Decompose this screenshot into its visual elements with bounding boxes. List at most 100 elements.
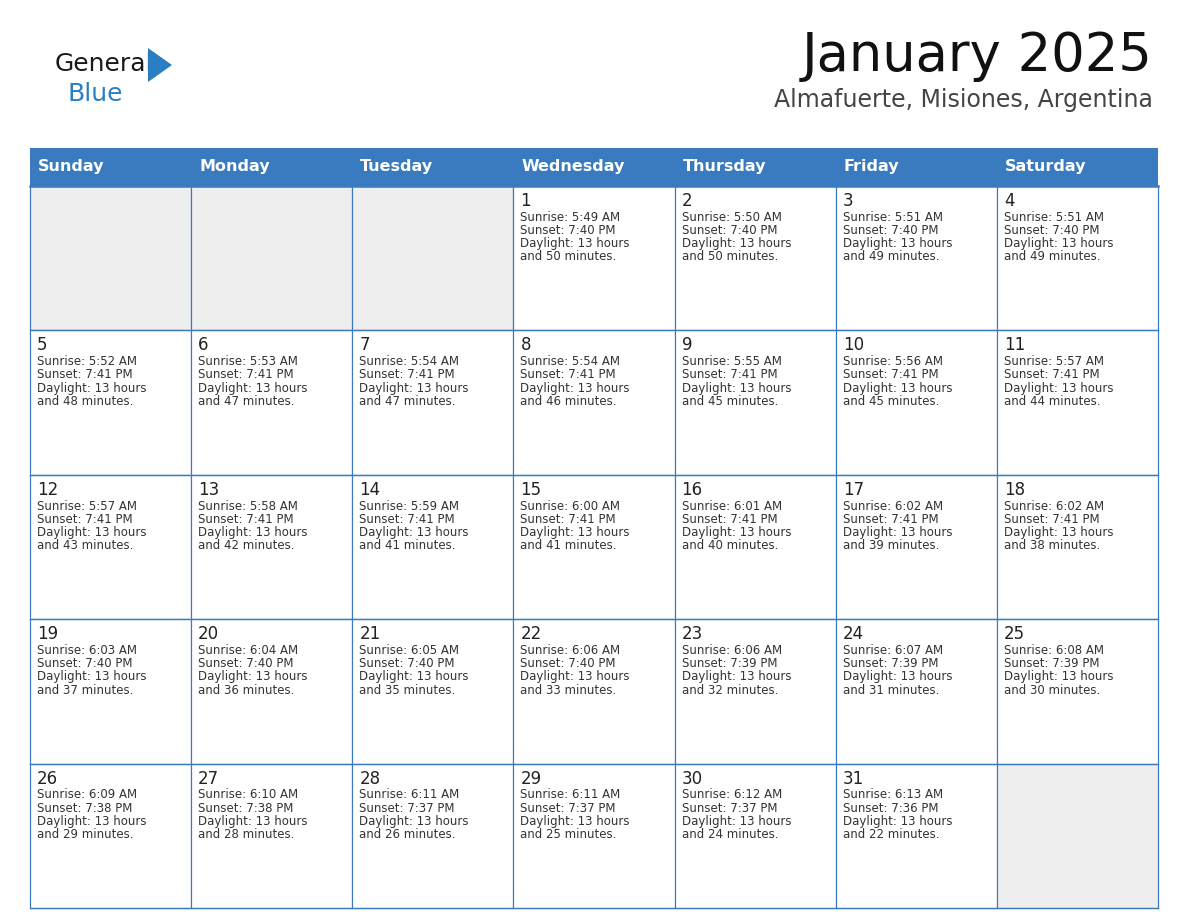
Text: Sunset: 7:40 PM: Sunset: 7:40 PM [520, 657, 615, 670]
Text: Friday: Friday [843, 160, 899, 174]
Text: 19: 19 [37, 625, 58, 644]
Text: Daylight: 13 hours: Daylight: 13 hours [37, 815, 146, 828]
Text: Sunset: 7:41 PM: Sunset: 7:41 PM [359, 368, 455, 381]
Text: Sunrise: 5:52 AM: Sunrise: 5:52 AM [37, 355, 137, 368]
Text: and 40 minutes.: and 40 minutes. [682, 539, 778, 552]
Text: and 41 minutes.: and 41 minutes. [359, 539, 456, 552]
Text: Sunrise: 6:07 AM: Sunrise: 6:07 AM [842, 644, 943, 657]
Text: Sunrise: 6:06 AM: Sunrise: 6:06 AM [682, 644, 782, 657]
Text: 26: 26 [37, 769, 58, 788]
Text: Saturday: Saturday [1005, 160, 1086, 174]
Text: Sunrise: 6:03 AM: Sunrise: 6:03 AM [37, 644, 137, 657]
Text: Blue: Blue [68, 82, 124, 106]
Text: 30: 30 [682, 769, 702, 788]
Text: Daylight: 13 hours: Daylight: 13 hours [520, 526, 630, 539]
Text: 7: 7 [359, 336, 369, 354]
Text: and 29 minutes.: and 29 minutes. [37, 828, 133, 841]
Text: Sunset: 7:39 PM: Sunset: 7:39 PM [1004, 657, 1099, 670]
Text: Almafuerte, Misiones, Argentina: Almafuerte, Misiones, Argentina [775, 88, 1154, 112]
Text: Daylight: 13 hours: Daylight: 13 hours [37, 670, 146, 683]
Text: Sunset: 7:37 PM: Sunset: 7:37 PM [682, 801, 777, 814]
Text: and 50 minutes.: and 50 minutes. [682, 251, 778, 263]
Text: Sunrise: 5:54 AM: Sunrise: 5:54 AM [359, 355, 460, 368]
Bar [191, 330, 353, 475]
Text: and 48 minutes.: and 48 minutes. [37, 395, 133, 408]
Text: and 46 minutes.: and 46 minutes. [520, 395, 617, 408]
Text: 24: 24 [842, 625, 864, 644]
Text: Sunrise: 5:58 AM: Sunrise: 5:58 AM [198, 499, 298, 512]
Text: Daylight: 13 hours: Daylight: 13 hours [682, 526, 791, 539]
Text: Thursday: Thursday [683, 160, 766, 174]
Bar [353, 186, 513, 330]
Text: Daylight: 13 hours: Daylight: 13 hours [1004, 382, 1113, 395]
Text: Daylight: 13 hours: Daylight: 13 hours [198, 670, 308, 683]
Text: Daylight: 13 hours: Daylight: 13 hours [682, 382, 791, 395]
Text: 1: 1 [520, 192, 531, 210]
Text: January 2025: January 2025 [802, 30, 1154, 82]
Text: Daylight: 13 hours: Daylight: 13 hours [842, 815, 953, 828]
Bar [513, 330, 675, 475]
Text: Sunset: 7:37 PM: Sunset: 7:37 PM [359, 801, 455, 814]
Text: Sunrise: 6:00 AM: Sunrise: 6:00 AM [520, 499, 620, 512]
Bar [30, 620, 191, 764]
Bar [30, 330, 191, 475]
Text: Sunrise: 6:05 AM: Sunrise: 6:05 AM [359, 644, 460, 657]
Text: Sunrise: 5:56 AM: Sunrise: 5:56 AM [842, 355, 943, 368]
Text: Daylight: 13 hours: Daylight: 13 hours [198, 815, 308, 828]
Text: Daylight: 13 hours: Daylight: 13 hours [359, 382, 469, 395]
Text: 18: 18 [1004, 481, 1025, 498]
Text: Daylight: 13 hours: Daylight: 13 hours [520, 237, 630, 250]
Text: and 47 minutes.: and 47 minutes. [198, 395, 295, 408]
Text: Sunset: 7:40 PM: Sunset: 7:40 PM [682, 224, 777, 237]
Bar [353, 620, 513, 764]
Text: Sunset: 7:41 PM: Sunset: 7:41 PM [520, 513, 617, 526]
Text: Daylight: 13 hours: Daylight: 13 hours [1004, 670, 1113, 683]
Text: Sunrise: 5:50 AM: Sunrise: 5:50 AM [682, 211, 782, 224]
Bar [835, 475, 997, 620]
Text: General: General [55, 52, 153, 76]
Text: Sunset: 7:41 PM: Sunset: 7:41 PM [682, 368, 777, 381]
Text: Sunrise: 6:06 AM: Sunrise: 6:06 AM [520, 644, 620, 657]
Text: Sunset: 7:41 PM: Sunset: 7:41 PM [359, 513, 455, 526]
Text: 5: 5 [37, 336, 48, 354]
Text: Daylight: 13 hours: Daylight: 13 hours [682, 815, 791, 828]
Text: and 39 minutes.: and 39 minutes. [842, 539, 939, 552]
Bar [191, 764, 353, 908]
Text: and 45 minutes.: and 45 minutes. [682, 395, 778, 408]
Text: Daylight: 13 hours: Daylight: 13 hours [1004, 237, 1113, 250]
Bar [675, 620, 835, 764]
Bar [675, 186, 835, 330]
Text: Daylight: 13 hours: Daylight: 13 hours [520, 382, 630, 395]
Bar [30, 148, 1158, 186]
Text: and 44 minutes.: and 44 minutes. [1004, 395, 1100, 408]
Text: Sunday: Sunday [38, 160, 105, 174]
Bar [675, 475, 835, 620]
Text: Sunrise: 6:09 AM: Sunrise: 6:09 AM [37, 789, 137, 801]
Text: Sunrise: 6:08 AM: Sunrise: 6:08 AM [1004, 644, 1104, 657]
Text: Daylight: 13 hours: Daylight: 13 hours [359, 526, 469, 539]
Text: Daylight: 13 hours: Daylight: 13 hours [842, 670, 953, 683]
Text: Daylight: 13 hours: Daylight: 13 hours [1004, 526, 1113, 539]
Bar [30, 764, 191, 908]
Text: Sunset: 7:41 PM: Sunset: 7:41 PM [520, 368, 617, 381]
Text: Sunrise: 6:11 AM: Sunrise: 6:11 AM [359, 789, 460, 801]
Text: and 25 minutes.: and 25 minutes. [520, 828, 617, 841]
Text: Sunrise: 6:10 AM: Sunrise: 6:10 AM [198, 789, 298, 801]
Text: Sunset: 7:41 PM: Sunset: 7:41 PM [842, 368, 939, 381]
Bar [191, 620, 353, 764]
Bar [675, 764, 835, 908]
Text: 11: 11 [1004, 336, 1025, 354]
Bar [997, 330, 1158, 475]
Text: and 35 minutes.: and 35 minutes. [359, 684, 455, 697]
Bar [513, 764, 675, 908]
Text: Sunset: 7:40 PM: Sunset: 7:40 PM [198, 657, 293, 670]
Bar [835, 186, 997, 330]
Text: 15: 15 [520, 481, 542, 498]
Text: Daylight: 13 hours: Daylight: 13 hours [198, 382, 308, 395]
Text: 23: 23 [682, 625, 703, 644]
Text: and 28 minutes.: and 28 minutes. [198, 828, 295, 841]
Text: 9: 9 [682, 336, 693, 354]
Text: Sunrise: 6:11 AM: Sunrise: 6:11 AM [520, 789, 620, 801]
Text: Sunset: 7:40 PM: Sunset: 7:40 PM [842, 224, 939, 237]
Bar [513, 475, 675, 620]
